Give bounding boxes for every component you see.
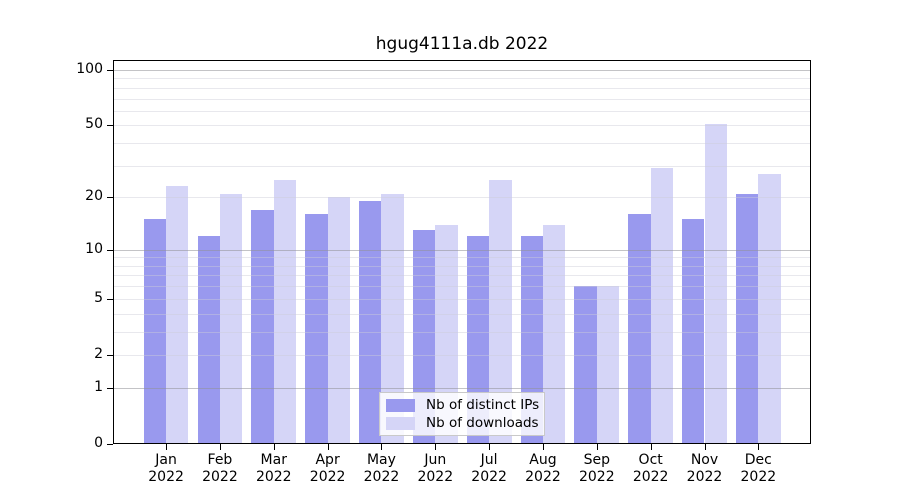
- y-tick-10: [107, 249, 113, 251]
- y-tick-label-0: 0: [94, 435, 103, 451]
- y-tick-label-1: 1: [94, 378, 103, 395]
- bar-nb-of-distinct-ips-dec: [735, 193, 759, 444]
- legend-label-downloads: Nb of downloads: [426, 415, 539, 431]
- gridline-minor-3: [114, 331, 810, 333]
- bar-nb-of-distinct-ips-mar: [251, 209, 274, 444]
- bar-nb-of-downloads-jan: [166, 186, 189, 444]
- x-label-jul: Jul 2022: [471, 452, 507, 485]
- gridline-minor-20: [114, 197, 810, 199]
- gridline-minor-60: [114, 110, 810, 112]
- x-tick-nov: [704, 444, 706, 450]
- gridline-minor-9: [114, 257, 810, 259]
- gridline-major-100: [114, 69, 810, 71]
- gridline-minor-4: [114, 313, 810, 315]
- bar-nb-of-downloads-feb: [219, 193, 243, 444]
- gridline-minor-6: [114, 286, 810, 288]
- bar-nb-of-downloads-nov: [704, 123, 727, 444]
- bar-nb-of-distinct-ips-feb: [197, 236, 220, 444]
- gridline-minor-80: [114, 87, 810, 89]
- x-tick-apr: [327, 444, 329, 450]
- gridline-minor-40: [114, 143, 810, 145]
- x-label-sep: Sep 2022: [578, 452, 615, 485]
- x-label-apr: Apr 2022: [309, 452, 346, 485]
- x-tick-jun: [435, 444, 437, 450]
- y-tick-label-100: 100: [76, 60, 103, 77]
- y-tick-0: [107, 444, 113, 445]
- x-tick-jul: [489, 444, 491, 450]
- legend-item-downloads: Nb of downloads: [386, 415, 539, 431]
- y-tick-label-5: 5: [94, 289, 103, 306]
- bar-nb-of-downloads-may: [381, 193, 404, 444]
- bar-nb-of-downloads-sep: [596, 286, 620, 444]
- bar-nb-of-downloads-aug: [542, 224, 566, 444]
- gridline-minor-8: [114, 265, 810, 267]
- x-label-aug: Aug 2022: [525, 452, 561, 485]
- bar-nb-of-distinct-ips-may: [359, 201, 382, 444]
- legend-label-distinct-ips: Nb of distinct IPs: [426, 397, 540, 413]
- y-tick-label-2: 2: [94, 345, 103, 362]
- x-tick-oct: [650, 444, 652, 450]
- x-tick-mar: [273, 444, 275, 450]
- bar-nb-of-downloads-apr: [327, 197, 350, 444]
- x-tick-aug: [542, 444, 544, 450]
- bar-nb-of-distinct-ips-jun: [412, 230, 436, 444]
- x-label-jun: Jun 2022: [417, 452, 454, 485]
- x-tick-jan: [166, 444, 168, 450]
- bar-nb-of-distinct-ips-sep: [574, 286, 597, 444]
- bar-nb-of-distinct-ips-oct: [628, 214, 651, 444]
- gridline-minor-50: [114, 125, 810, 127]
- bar-nb-of-distinct-ips-apr: [305, 214, 328, 444]
- y-tick-5: [107, 298, 113, 300]
- gridline-minor-90: [114, 78, 810, 80]
- bar-nb-of-downloads-jun: [435, 224, 458, 444]
- y-tick-20: [107, 197, 113, 199]
- chart-title: hgug4111a.db 2022: [375, 34, 549, 54]
- y-tick-1: [107, 387, 113, 389]
- x-label-dec: Dec 2022: [740, 452, 777, 485]
- gridline-minor-7: [114, 275, 810, 277]
- x-tick-may: [381, 444, 383, 450]
- x-label-oct: Oct 2022: [632, 452, 669, 485]
- legend-swatch-downloads: [386, 416, 415, 430]
- gridline-major-10: [114, 249, 810, 251]
- gridline-major-1: [114, 387, 810, 389]
- x-tick-sep: [596, 444, 598, 450]
- x-label-feb: Feb 2022: [202, 452, 238, 485]
- gridline-minor-70: [114, 98, 810, 100]
- x-tick-feb: [219, 444, 221, 450]
- x-label-mar: Mar 2022: [255, 452, 292, 485]
- x-tick-dec: [758, 444, 760, 450]
- bar-nb-of-downloads-oct: [650, 168, 674, 444]
- gridline-minor-30: [114, 165, 810, 167]
- bar-nb-of-downloads-jul: [489, 179, 512, 444]
- y-tick-label-10: 10: [85, 240, 103, 257]
- bar-nb-of-downloads-mar: [273, 179, 297, 444]
- legend-item-distinct-ips: Nb of distinct IPs: [386, 397, 540, 413]
- x-label-may: May 2022: [363, 452, 400, 485]
- legend-swatch-distinct-ips: [386, 398, 415, 412]
- gridline-minor-2: [114, 354, 810, 356]
- bar-nb-of-downloads-dec: [758, 173, 781, 444]
- y-tick-label-50: 50: [85, 116, 103, 133]
- y-tick-label-20: 20: [85, 188, 103, 205]
- x-label-jan: Jan 2022: [148, 452, 184, 485]
- x-label-nov: Nov 2022: [686, 452, 723, 485]
- chart-legend: Nb of distinct IPs Nb of downloads: [379, 392, 545, 436]
- y-tick-100: [107, 69, 113, 71]
- y-tick-50: [107, 125, 113, 127]
- gridline-minor-5: [114, 298, 810, 300]
- y-tick-2: [107, 354, 113, 356]
